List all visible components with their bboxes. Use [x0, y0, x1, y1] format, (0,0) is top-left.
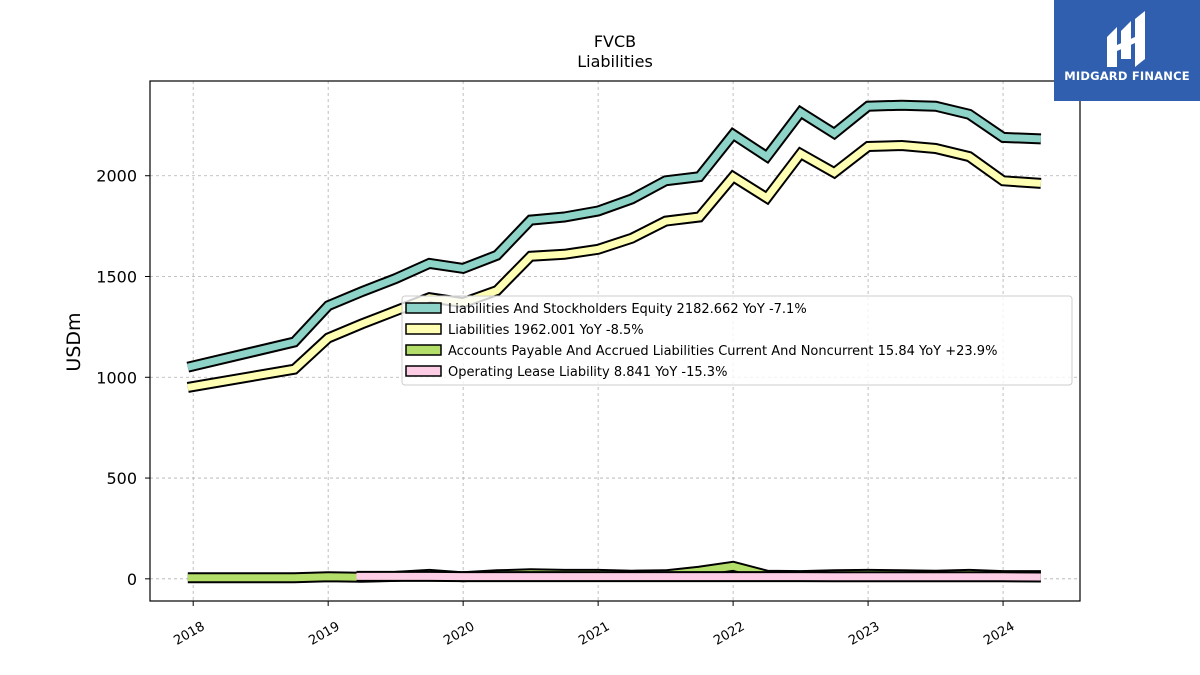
legend-swatch [405, 302, 442, 314]
series-line [186, 101, 1042, 371]
legend-swatch [405, 323, 442, 335]
series-line [356, 572, 1041, 581]
chart-subtitle: Liabilities [577, 52, 653, 71]
y-tick-label: 1000 [96, 368, 137, 387]
plot-frame [149, 80, 1081, 602]
x-tick-label: 2018 [171, 619, 207, 649]
y-axis-label: USDm [63, 312, 85, 371]
chart-title: FVCB [594, 32, 636, 51]
y-tick-label: 0 [127, 570, 137, 589]
brand-mark-icon [1107, 11, 1145, 67]
legend-label: Liabilities 1962.001 YoY -8.5% [448, 323, 644, 338]
series-1 [186, 139, 1042, 393]
brand-logo-text: MIDGARD FINANCE [1064, 69, 1190, 83]
legend-swatch [405, 344, 442, 356]
legend-label: Liabilities And Stockholders Equity 2182… [448, 302, 807, 317]
x-tick-label: 2020 [441, 619, 477, 649]
legend-label: Accounts Payable And Accrued Liabilities… [448, 344, 997, 359]
series-line [187, 141, 1042, 391]
x-tick-label: 2019 [306, 619, 342, 649]
series-0 [186, 99, 1042, 373]
legend-box [401, 295, 1073, 386]
legend-swatch [405, 365, 442, 377]
series-layer [186, 99, 1042, 584]
series-3 [356, 570, 1041, 583]
grid [150, 81, 1080, 601]
x-tick-label: 2022 [711, 619, 747, 649]
y-tick-label: 2000 [96, 167, 137, 186]
legend-label: Operating Lease Liability 8.841 YoY -15.… [448, 365, 727, 380]
legend: Liabilities And Stockholders Equity 2182… [401, 295, 1073, 386]
x-tick-label: 2024 [981, 619, 1017, 649]
brand-logo: MIDGARD FINANCE [1054, 0, 1200, 101]
x-tick-label: 2023 [846, 619, 882, 649]
x-tick-label: 2021 [576, 619, 612, 649]
y-tick-label: 500 [106, 469, 137, 488]
y-tick-label: 1500 [96, 268, 137, 287]
